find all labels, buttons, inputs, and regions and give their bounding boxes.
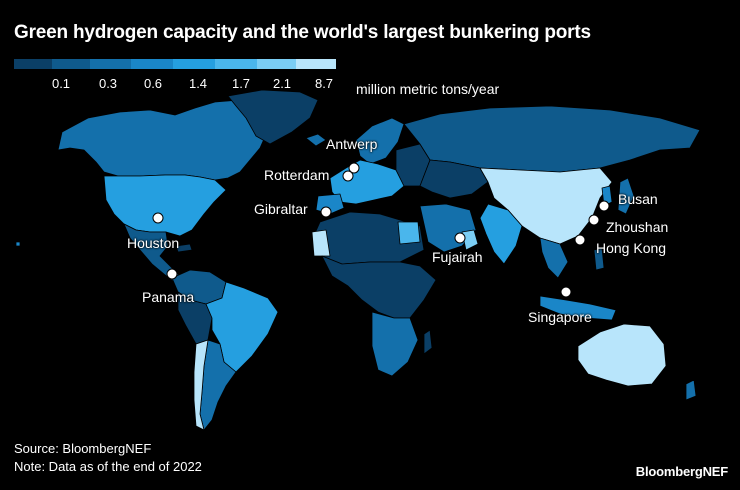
- port-marker-antwerp: [348, 162, 360, 174]
- legend-label-1-7: 1.7: [231, 76, 251, 91]
- legend-swatch-0: [14, 59, 52, 69]
- legend-label-0-6: 0.6: [143, 76, 163, 91]
- port-label-antwerp: Antwerp: [326, 136, 378, 152]
- port-marker-panama: [166, 268, 178, 280]
- port-marker-gibraltar: [320, 206, 332, 218]
- port-label-fujairah: Fujairah: [432, 249, 483, 265]
- region-hawaii: [15, 241, 21, 247]
- region-mauritania: [311, 229, 331, 257]
- legend-unit: million metric tons/year: [356, 81, 500, 97]
- legend-swatch-1: [52, 59, 90, 69]
- note-line: Note: Data as of the end of 2022: [14, 459, 202, 474]
- footnotes: Source: BloombergNEF Note: Data as of th…: [14, 440, 202, 476]
- chart-title: Green hydrogen capacity and the world's …: [14, 22, 591, 43]
- port-marker-busan: [598, 200, 610, 212]
- port-label-singapore: Singapore: [528, 309, 592, 325]
- region-oman: [461, 229, 479, 251]
- region-chile: [193, 339, 209, 431]
- region-indonesia: [539, 295, 617, 321]
- region-iceland: [305, 133, 327, 147]
- legend-swatch-3: [131, 59, 173, 69]
- region-india: [479, 203, 523, 265]
- region-southeast-asia: [539, 237, 569, 279]
- region-southern-africa: [371, 311, 419, 377]
- port-marker-houston: [152, 212, 164, 224]
- port-label-houston: Houston: [127, 235, 180, 251]
- region-caribbean: [175, 243, 193, 253]
- legend-swatch-5: [215, 59, 257, 69]
- region-scandinavia: [355, 117, 405, 165]
- port-label-gibraltar: Gibraltar: [254, 201, 308, 217]
- port-label-panama: Panama: [142, 289, 195, 305]
- port-marker-singapore: [560, 286, 572, 298]
- region-greenland: [227, 89, 319, 145]
- port-label-busan: Busan: [618, 191, 658, 207]
- legend-label-8-7: 8.7: [314, 76, 334, 91]
- port-markers: [152, 162, 610, 298]
- legend-label-0-1: 0.1: [51, 76, 71, 91]
- region-new-zealand: [685, 379, 697, 401]
- region-brazil: [205, 281, 279, 373]
- region-japan: [617, 177, 635, 215]
- port-marker-hong-kong: [574, 234, 586, 246]
- port-label-hong-kong: Hong Kong: [596, 240, 667, 256]
- legend-swatch-4: [173, 59, 215, 69]
- port-label-zhoushan: Zhoushan: [606, 219, 669, 235]
- region-australia: [577, 323, 667, 387]
- legend-label-1-4: 1.4: [188, 76, 208, 91]
- region-central-asia: [419, 159, 489, 199]
- region-central-africa: [321, 255, 437, 319]
- region-canada: [57, 99, 269, 181]
- port-label-rotterdam: Rotterdam: [264, 167, 330, 183]
- region-madagascar: [423, 329, 433, 355]
- legend-label-2-1: 2.1: [272, 76, 292, 91]
- legend-swatch-7: [296, 59, 336, 69]
- legend-label-0-3: 0.3: [98, 76, 118, 91]
- region-united-states: [103, 174, 227, 237]
- legend-swatch-2: [90, 59, 131, 69]
- legend-swatch-6: [257, 59, 296, 69]
- color-legend: 0.1 0.3 0.6 1.4 1.7 2.1 8.7 million metr…: [14, 59, 714, 99]
- port-marker-rotterdam: [342, 170, 354, 182]
- port-marker-zhoushan: [588, 214, 600, 226]
- bloombergnef-logo: BloombergNEF: [635, 464, 728, 479]
- source-line: Source: BloombergNEF: [14, 441, 152, 456]
- port-marker-fujairah: [454, 232, 466, 244]
- region-egypt: [397, 221, 421, 245]
- region-philippines: [593, 247, 605, 271]
